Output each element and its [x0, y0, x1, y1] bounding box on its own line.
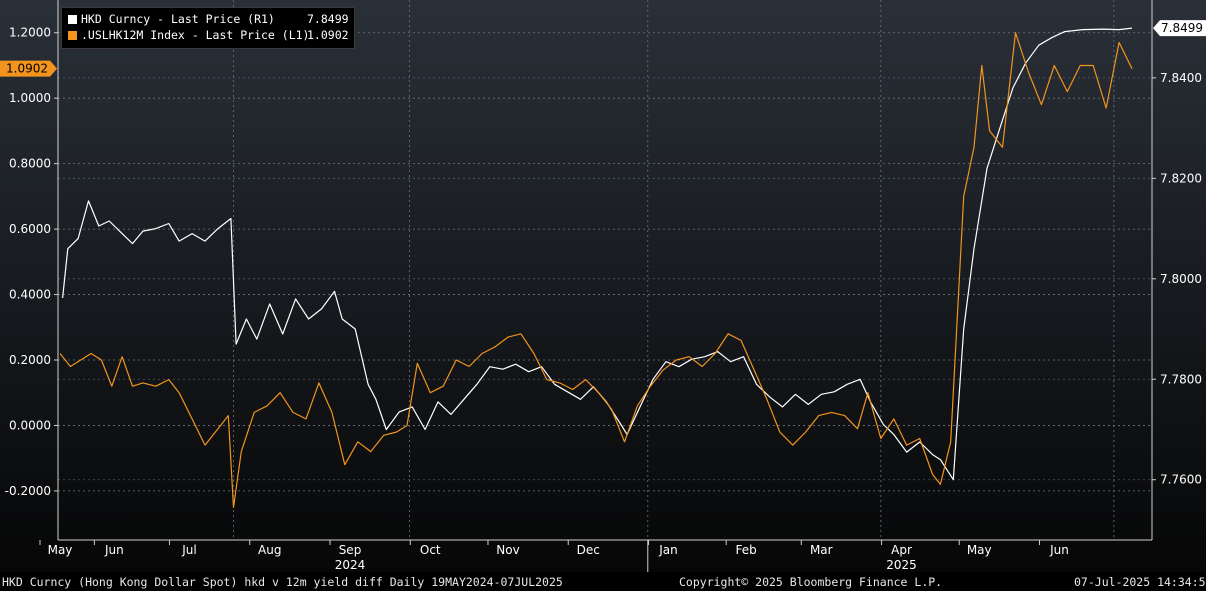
x-tick-label: Nov [496, 543, 519, 557]
right-tick-label: 7.8000 [1160, 272, 1202, 286]
series-line-hkd [62, 27, 1133, 481]
legend-label-yield-diff: .USLHK12M Index - Last Price (L1) [81, 28, 310, 42]
x-tick-label: May [48, 543, 73, 557]
x-tick-label: Jun [104, 543, 124, 557]
x-tick-label: Apr [891, 543, 912, 557]
x-tick-label: Sep [339, 543, 362, 557]
left-tick-label: 0.2000 [9, 353, 51, 367]
footer-bar: HKD Curncy (Hong Kong Dollar Spot) hkd v… [0, 572, 1206, 591]
x-tick-label: Dec [577, 543, 600, 557]
series-line-yield-diff [59, 32, 1133, 508]
legend-entry-yield-diff: .USLHK12M Index - Last Price (L1) [68, 28, 309, 43]
left-tick-label: 1.2000 [9, 26, 51, 40]
last-price-label-right: 7.8499 [1161, 21, 1203, 35]
left-tick-label: 0.6000 [9, 222, 51, 236]
right-tick-label: 7.8400 [1160, 71, 1202, 85]
left-tick-label: -0.2000 [5, 484, 51, 498]
right-tick-label: 7.7800 [1160, 372, 1202, 386]
last-price-tag-left [0, 60, 57, 77]
last-price-label-left: 1.0902 [6, 62, 48, 76]
legend-swatch-yield-diff [68, 31, 77, 40]
left-tick-label: 1.0000 [9, 91, 51, 105]
left-tick-label: 0.8000 [9, 157, 51, 171]
legend-entry-hkd: HKD Curncy - Last Price (R1) [68, 12, 275, 27]
chart-canvas: -0.2000 0.0000 0.2000 0.4000 0.6000 0.8000 1.0… [0, 0, 1206, 572]
legend-value-yield-diff: 1.0902 [307, 28, 349, 42]
legend-value-hkd: 7.8499 [307, 12, 349, 26]
x-tick-label: Aug [258, 543, 281, 557]
right-tick-label: 7.8200 [1160, 171, 1202, 185]
x-tick-label: Jun [1049, 543, 1069, 557]
left-tick-label: 0.4000 [9, 288, 51, 302]
footer-timestamp: 07-Jul-2025 14:34:50 [1074, 575, 1206, 589]
legend-label-hkd: HKD Curncy - Last Price (R1) [81, 12, 275, 26]
right-tick-label: 7.7600 [1160, 473, 1202, 487]
x-tick-label: Jul [181, 543, 196, 557]
left-tick-label: 0.0000 [9, 418, 51, 432]
legend: HKD Curncy - Last Price (R1) 7.8499 .USL… [61, 7, 355, 49]
legend-swatch-hkd [68, 15, 77, 24]
year-label: 2025 [886, 558, 917, 572]
footer-copyright: Copyright© 2025 Bloomberg Finance L.P. [679, 575, 943, 589]
last-price-tag-right [1153, 20, 1206, 37]
footer-description: HKD Curncy (Hong Kong Dollar Spot) hkd v… [2, 575, 563, 589]
x-tick-label: May [967, 543, 992, 557]
x-tick-label: Oct [420, 543, 441, 557]
x-tick-label: Feb [736, 543, 757, 557]
x-tick-label: Mar [810, 543, 833, 557]
x-tick-label: Jan [658, 543, 678, 557]
year-label: 2024 [335, 558, 366, 572]
